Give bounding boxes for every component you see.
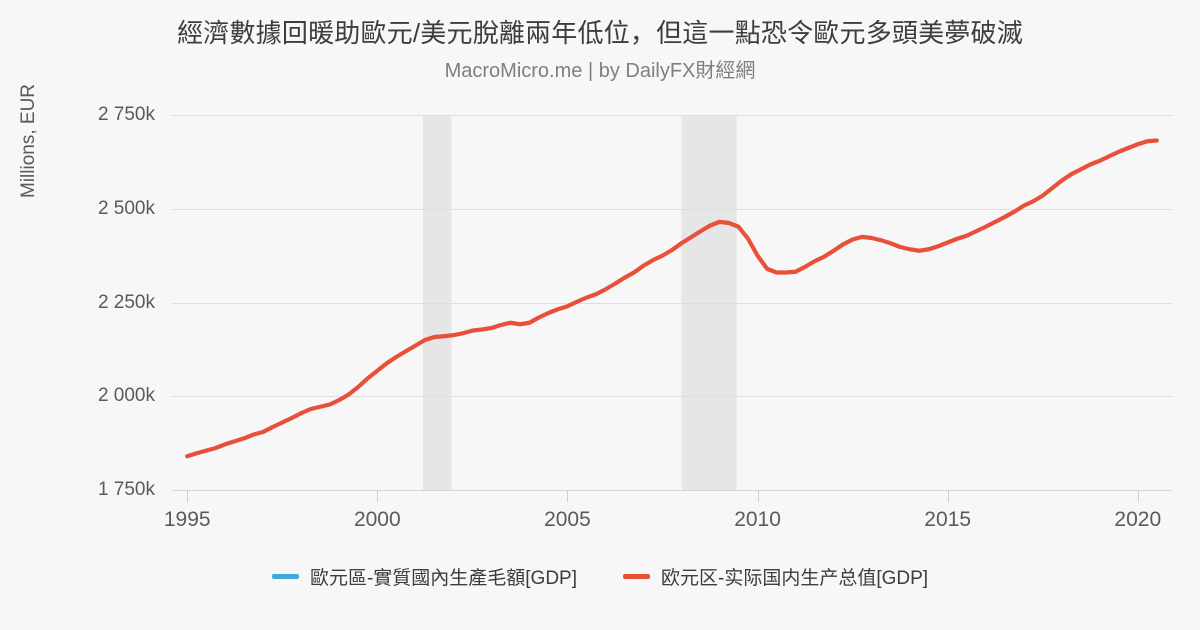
recession-bands-group xyxy=(422,115,737,490)
x-tick-label-2015: 2015 xyxy=(924,508,972,531)
gridlines-group xyxy=(172,114,1172,492)
y-axis-tick-labels: 2 750k 2 500k 2 250k 2 000k 1 750k xyxy=(0,0,155,630)
chart-title: 經濟數據回暖助歐元/美元脫離兩年低位，但這一點恐令歐元多頭美夢破滅 xyxy=(177,18,1023,48)
y-tick-label-2250000: 2 250k xyxy=(97,291,155,313)
series-lines-group xyxy=(185,138,1159,459)
title-block: 經濟數據回暖助歐元/美元脫離兩年低位，但這一點恐令歐元多頭美夢破滅 MacroM… xyxy=(0,16,1200,84)
series-line-1 xyxy=(185,138,1159,459)
x-tick-label-2005: 2005 xyxy=(544,508,591,531)
legend-item-1[interactable]: 欧元区-实际国内生产总值[GDP] xyxy=(623,563,928,590)
y-tick-label-2750000: 2 750k xyxy=(97,104,155,125)
chart-legend: 歐元區-實質國內生產毛額[GDP] 欧元区-实际国内生产总值[GDP] xyxy=(0,563,1200,590)
x-tick-label-2020: 2020 xyxy=(1114,508,1162,531)
legend-item-0[interactable]: 歐元區-實質國內生產毛額[GDP] xyxy=(271,563,577,590)
y-tick-label-2500000: 2 500k xyxy=(97,197,155,219)
recession-band-2008 xyxy=(681,115,737,490)
x-tick-label-2010: 2010 xyxy=(734,508,781,531)
x-tick-label-1995: 1995 xyxy=(163,508,211,531)
legend-label-1: 欧元区-实际国内生产总值[GDP] xyxy=(661,568,929,589)
y-tick-label-1750000: 1 750k xyxy=(97,479,155,500)
y-tick-label-2000000: 2 000k xyxy=(97,385,155,407)
legend-swatch-red-icon xyxy=(623,574,650,579)
legend-label-0: 歐元區-實質國內生產毛額[GDP] xyxy=(309,568,577,589)
chart-subtitle: MacroMicro.me | by DailyFX財經網 xyxy=(444,60,756,82)
legend-swatch-blue-icon xyxy=(271,574,299,579)
tickmarks-group xyxy=(186,490,1140,502)
recession-band-2001 xyxy=(422,115,452,490)
x-tick-label-2000: 2000 xyxy=(353,508,401,531)
